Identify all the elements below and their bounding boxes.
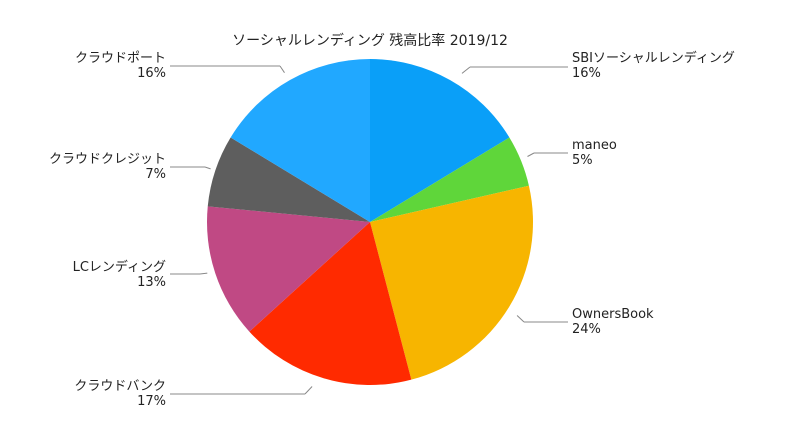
slice-5 bbox=[206, 206, 370, 332]
slice-3 bbox=[370, 185, 533, 380]
slice-labels: SBIソーシャルレンディング16%maneo5%OwnersBook24%クラウ… bbox=[49, 50, 735, 409]
leader-tick-6 bbox=[204, 166, 211, 170]
slice-value-label-1: 16% bbox=[572, 66, 601, 81]
slice-label-7: クラウドポート bbox=[75, 51, 166, 66]
slice-label-2: maneo bbox=[572, 138, 617, 153]
chart-title: ソーシャルレンディング 残高比率 2019/12 bbox=[232, 32, 508, 49]
slice-label-6: クラウドクレジット bbox=[49, 152, 166, 167]
leader-tick-2 bbox=[527, 152, 535, 157]
slice-value-label-4: 17% bbox=[137, 394, 166, 409]
slice-4 bbox=[249, 222, 412, 386]
slice-7 bbox=[230, 58, 370, 222]
slice-label-4: クラウドバンク bbox=[74, 379, 166, 394]
leader-tick-5 bbox=[199, 272, 208, 275]
slice-label-5: LCレンディング bbox=[73, 259, 166, 275]
slice-label-1: SBIソーシャルレンディング bbox=[572, 50, 735, 66]
leader-tick-4 bbox=[304, 386, 313, 395]
leader-tick-3 bbox=[516, 315, 525, 323]
slice-6 bbox=[207, 137, 370, 222]
leader-tick-1 bbox=[461, 66, 471, 74]
pie-slices bbox=[206, 58, 533, 386]
slice-2 bbox=[370, 137, 529, 222]
slice-1 bbox=[370, 59, 510, 222]
slice-value-label-6: 7% bbox=[145, 167, 166, 182]
leader-lines bbox=[170, 65, 568, 395]
slice-label-3: OwnersBook bbox=[572, 307, 654, 322]
leader-tick-7 bbox=[279, 65, 285, 73]
slice-value-label-5: 13% bbox=[137, 275, 166, 290]
slice-value-label-2: 5% bbox=[572, 153, 593, 168]
slice-value-label-7: 16% bbox=[137, 66, 166, 81]
slice-value-label-3: 24% bbox=[572, 322, 601, 337]
